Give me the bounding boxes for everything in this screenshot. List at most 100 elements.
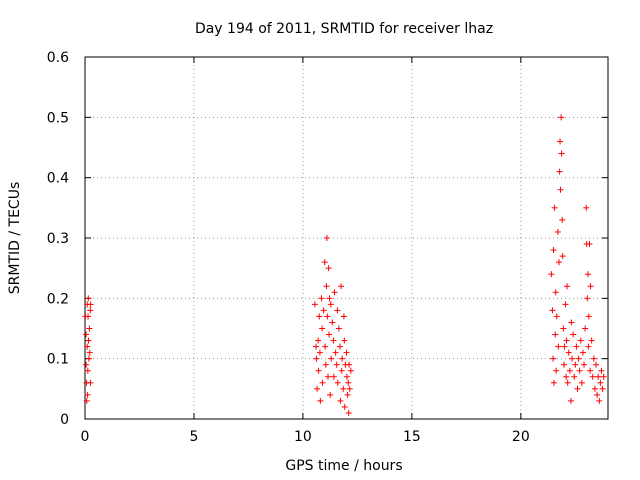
data-point	[555, 259, 562, 266]
data-point	[337, 397, 344, 404]
data-point	[552, 289, 559, 296]
data-point	[87, 307, 94, 314]
y-tick-label: 0.3	[47, 231, 69, 247]
data-point	[569, 355, 576, 362]
data-point	[563, 337, 570, 344]
data-point	[586, 241, 593, 248]
data-point	[568, 319, 575, 326]
data-point	[585, 343, 592, 350]
data-point	[561, 343, 568, 350]
data-point	[326, 331, 333, 338]
data-point	[566, 367, 573, 374]
data-point	[595, 373, 602, 380]
data-point	[563, 373, 570, 380]
data-point	[553, 313, 560, 320]
data-point	[550, 379, 557, 386]
data-point	[553, 367, 560, 374]
data-point	[558, 150, 565, 157]
data-point	[324, 373, 331, 380]
data-point	[346, 361, 353, 368]
data-point	[598, 367, 605, 374]
data-point	[316, 313, 323, 320]
data-point	[343, 373, 350, 380]
data-point	[86, 349, 93, 356]
data-point	[318, 295, 325, 302]
data-point	[323, 283, 330, 290]
data-point	[336, 343, 343, 350]
data-point	[578, 379, 585, 386]
data-point	[583, 204, 590, 211]
data-point	[329, 319, 336, 326]
data-point	[319, 379, 326, 386]
data-point	[347, 367, 354, 374]
y-tick-label: 0	[60, 412, 69, 428]
data-point	[577, 337, 584, 344]
data-point	[564, 283, 571, 290]
data-point	[323, 235, 330, 241]
data-point	[326, 295, 333, 302]
data-point	[338, 367, 345, 374]
data-point	[83, 331, 90, 338]
data-point	[315, 337, 322, 344]
data-point	[333, 361, 340, 368]
x-tick-label: 20	[512, 429, 530, 445]
data-point	[600, 373, 607, 380]
data-point	[558, 114, 565, 121]
data-point	[549, 307, 556, 314]
y-tick-label: 0.5	[47, 110, 69, 126]
data-point	[331, 289, 338, 296]
data-point	[559, 253, 566, 260]
data-point	[599, 385, 606, 392]
data-point	[85, 337, 92, 344]
data-point	[557, 186, 564, 193]
data-point	[320, 307, 327, 314]
data-point	[587, 283, 594, 290]
axis-ticks	[84, 56, 608, 420]
data-point	[327, 391, 334, 398]
data-point	[330, 373, 337, 380]
data-point	[341, 337, 348, 344]
data-point	[317, 397, 324, 404]
data-point	[560, 325, 567, 332]
data-point	[585, 313, 592, 320]
y-tick-label: 0.6	[47, 50, 69, 66]
data-point	[343, 349, 350, 356]
data-point	[340, 385, 347, 392]
data-point	[316, 349, 323, 356]
data-point	[85, 313, 92, 320]
data-point	[339, 355, 346, 362]
x-tick-label: 5	[189, 429, 198, 445]
data-point	[87, 301, 94, 308]
data-point	[587, 367, 594, 374]
data-point	[597, 379, 604, 386]
data-point	[589, 373, 596, 380]
data-point	[554, 228, 561, 235]
data-point	[321, 259, 328, 266]
data-point	[548, 271, 555, 278]
scatter-points	[82, 114, 607, 416]
data-point	[334, 379, 341, 386]
data-point	[574, 385, 581, 392]
data-point	[575, 355, 582, 362]
data-point	[312, 343, 319, 350]
data-point	[335, 325, 342, 332]
data-point	[83, 397, 90, 404]
data-point	[85, 355, 92, 362]
data-point	[325, 265, 332, 272]
x-tick-label: 0	[81, 429, 90, 445]
data-point	[313, 355, 320, 362]
y-tick-label: 0.4	[47, 171, 69, 187]
data-point	[590, 355, 597, 362]
data-point	[314, 385, 321, 392]
y-tick-label: 0.1	[47, 352, 69, 368]
data-point	[83, 361, 90, 368]
data-point	[550, 247, 557, 254]
data-point	[584, 271, 591, 278]
data-point	[315, 367, 322, 374]
data-point	[330, 337, 337, 344]
data-point	[572, 361, 579, 368]
data-point	[327, 301, 334, 308]
data-point	[345, 379, 352, 386]
data-point	[332, 349, 339, 356]
